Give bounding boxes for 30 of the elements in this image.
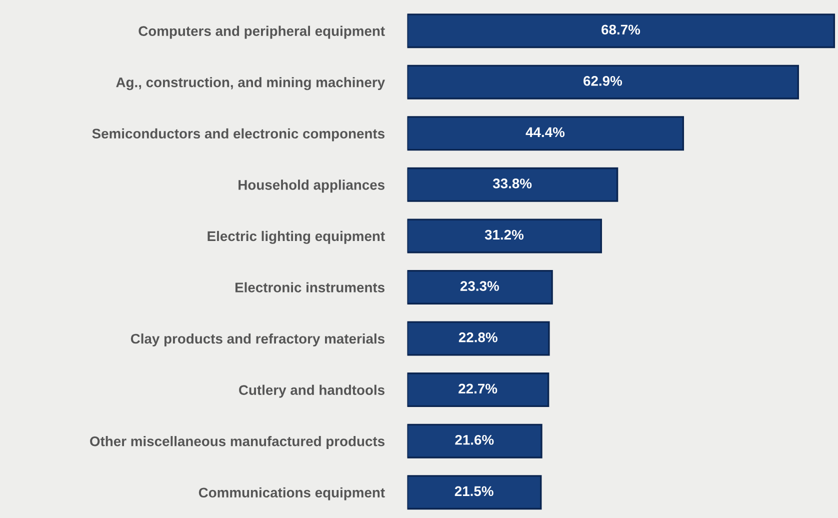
- y-tick-label: Ag., construction, and mining machinery: [116, 77, 385, 90]
- data-label: 68.7%: [602, 24, 640, 35]
- bar: [407, 14, 836, 48]
- y-tick-label: Semiconductors and electronic components: [92, 128, 384, 142]
- data-label: 21.5%: [454, 486, 494, 496]
- y-tick-label: Clay products and refractory materials: [130, 333, 384, 346]
- data-label: 62.9%: [584, 76, 622, 86]
- y-tick-label: Electric lighting equipment: [208, 230, 385, 244]
- data-label: 22.7%: [458, 384, 498, 394]
- y-tick-label: Other miscellaneous manufactured products: [90, 436, 384, 449]
- bar: [407, 64, 799, 100]
- data-label: 33.8%: [492, 178, 532, 188]
- data-label: 22.8%: [458, 332, 498, 342]
- bar: [407, 218, 602, 254]
- data-label: 23.3%: [460, 281, 499, 291]
- bar: [407, 321, 550, 356]
- bar: [407, 270, 553, 304]
- bar: [407, 167, 618, 202]
- data-label: 31.2%: [484, 230, 524, 240]
- bar: [407, 424, 542, 458]
- y-tick-label: Computers and peripheral equipment: [138, 26, 385, 39]
- bar: [407, 475, 542, 510]
- y-tick-label: Electronic instruments: [235, 282, 384, 292]
- y-tick-label: Communications equipment: [198, 487, 385, 500]
- data-label: 44.4%: [526, 127, 565, 138]
- data-label: 21.6%: [455, 434, 494, 445]
- bar: [407, 372, 550, 408]
- y-tick-label: Household appliances: [238, 180, 384, 193]
- bar: [407, 116, 684, 151]
- y-tick-label: Cutlery and handtools: [239, 384, 384, 398]
